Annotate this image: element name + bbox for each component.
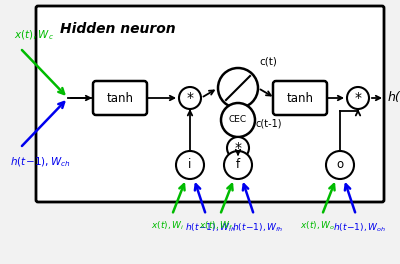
Text: *: * — [186, 91, 194, 105]
Circle shape — [221, 103, 255, 137]
FancyBboxPatch shape — [273, 81, 327, 115]
Text: tanh: tanh — [286, 92, 314, 105]
Text: f: f — [236, 158, 240, 172]
Text: $x(t), W_o$: $x(t), W_o$ — [300, 220, 336, 233]
Circle shape — [179, 87, 201, 109]
Circle shape — [176, 151, 204, 179]
Circle shape — [347, 87, 369, 109]
Text: $h(t\!-\!1), W_{oh}$: $h(t\!-\!1), W_{oh}$ — [334, 222, 386, 234]
Text: Hidden neuron: Hidden neuron — [60, 22, 176, 36]
FancyBboxPatch shape — [93, 81, 147, 115]
Text: c(t): c(t) — [259, 57, 277, 67]
Text: i: i — [188, 158, 192, 172]
Text: $h(t\!-\!1), W_{ch}$: $h(t\!-\!1), W_{ch}$ — [10, 155, 70, 169]
Text: $h(t\!-\!1), W_{ih}$: $h(t\!-\!1), W_{ih}$ — [184, 222, 236, 234]
Text: h(t): h(t) — [388, 92, 400, 105]
Text: $x(t), W_i$: $x(t), W_i$ — [151, 220, 185, 233]
Text: tanh: tanh — [106, 92, 134, 105]
Text: o: o — [336, 158, 344, 172]
Circle shape — [218, 68, 258, 108]
Circle shape — [224, 151, 252, 179]
Text: $x(t), W_c$: $x(t), W_c$ — [14, 29, 54, 42]
Text: $x(t), W_f$: $x(t), W_f$ — [199, 220, 233, 233]
Text: *: * — [354, 91, 362, 105]
Text: CEC: CEC — [229, 116, 247, 125]
Circle shape — [326, 151, 354, 179]
Circle shape — [227, 137, 249, 159]
Text: c(t-1): c(t-1) — [256, 118, 282, 128]
FancyBboxPatch shape — [36, 6, 384, 202]
Text: *: * — [234, 141, 242, 155]
Text: $h(t\!-\!1), W_{fh}$: $h(t\!-\!1), W_{fh}$ — [232, 222, 284, 234]
